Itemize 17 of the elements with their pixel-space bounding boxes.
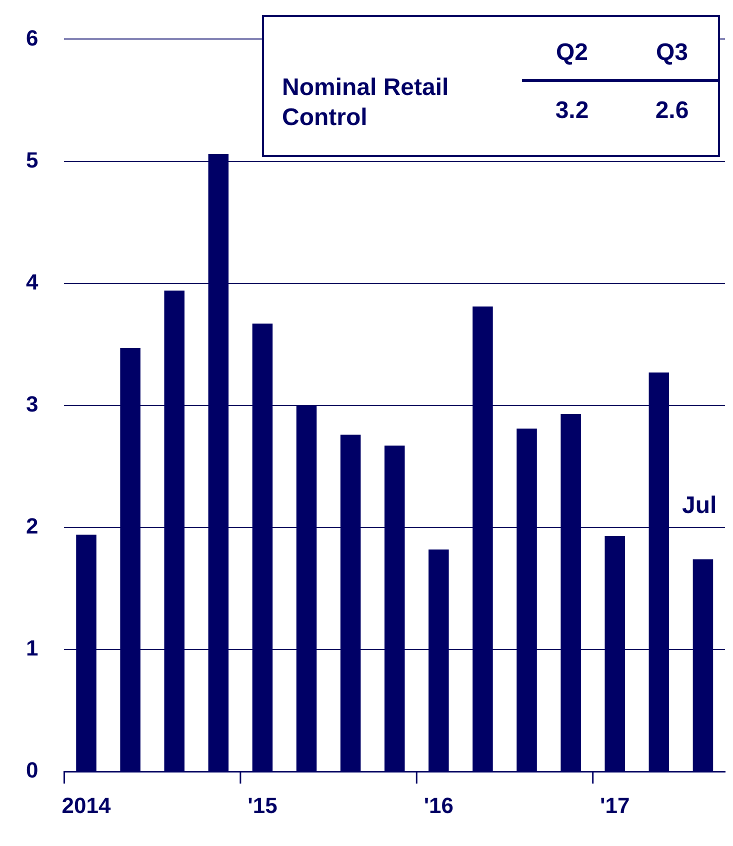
y-tick-label: 3: [26, 391, 38, 416]
x-tick-label: '15: [248, 792, 278, 818]
annotation: 3.2: [554, 97, 590, 125]
y-tick-label: 5: [26, 147, 38, 172]
annotation: Jul: [682, 492, 717, 520]
x-tick-label: '17: [600, 792, 630, 818]
y-tick-label: 4: [26, 269, 39, 294]
y-tick-label: 1: [26, 636, 38, 661]
annotation: 2.6: [654, 97, 690, 125]
annotation: Nominal Retail Control: [282, 73, 450, 133]
annotation: Q3: [654, 39, 689, 67]
x-tick-label: 2014: [62, 792, 112, 818]
y-tick-label: 0: [26, 758, 38, 783]
y-tick-label: 6: [26, 25, 38, 50]
y-tick-label: 2: [26, 514, 38, 539]
annotation: Q2: [554, 39, 589, 67]
x-tick-label: '16: [424, 792, 454, 818]
